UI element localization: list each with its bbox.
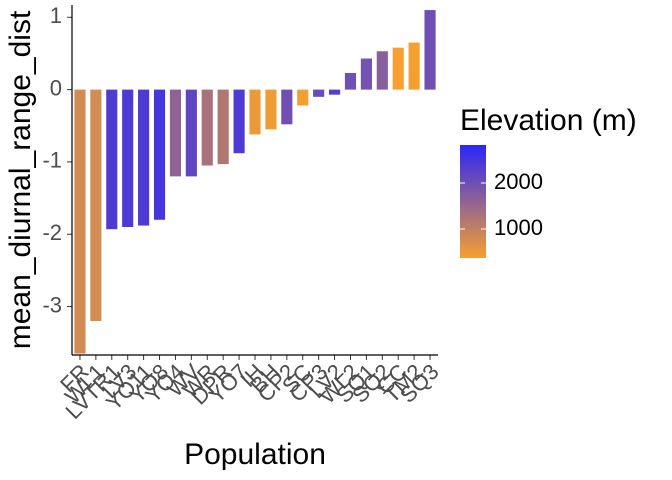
y-tick-label: -3 xyxy=(42,292,62,317)
bar xyxy=(201,89,213,166)
bar xyxy=(90,89,102,322)
y-tick-label: 0 xyxy=(50,75,62,100)
bar xyxy=(328,89,341,95)
bar xyxy=(392,47,404,90)
y-tick-label: -2 xyxy=(42,220,62,245)
bar xyxy=(106,89,118,230)
legend-title: Elevation (m) xyxy=(460,104,637,137)
bar xyxy=(74,89,86,354)
bar xyxy=(233,89,245,154)
y-tick-label: -1 xyxy=(42,148,62,173)
bar xyxy=(185,89,197,177)
bar xyxy=(297,89,309,106)
bar xyxy=(344,72,357,90)
bar xyxy=(360,58,372,90)
bar xyxy=(217,89,229,165)
bar xyxy=(424,10,436,90)
bar xyxy=(408,42,420,90)
bar xyxy=(281,89,293,125)
bar xyxy=(169,89,182,177)
bar xyxy=(376,51,388,90)
bar xyxy=(153,89,166,220)
legend-label: 2000 xyxy=(494,169,543,194)
bar xyxy=(138,89,150,226)
bar xyxy=(265,89,277,130)
y-axis-title: mean_diurnal_range_dist xyxy=(4,10,37,349)
bar xyxy=(249,89,261,135)
colorbar xyxy=(460,145,486,258)
x-axis-title: Population xyxy=(184,438,326,471)
y-tick-label: 1 xyxy=(50,3,62,28)
bar xyxy=(122,89,134,228)
legend-label: 1000 xyxy=(494,215,543,240)
bar xyxy=(313,89,325,97)
